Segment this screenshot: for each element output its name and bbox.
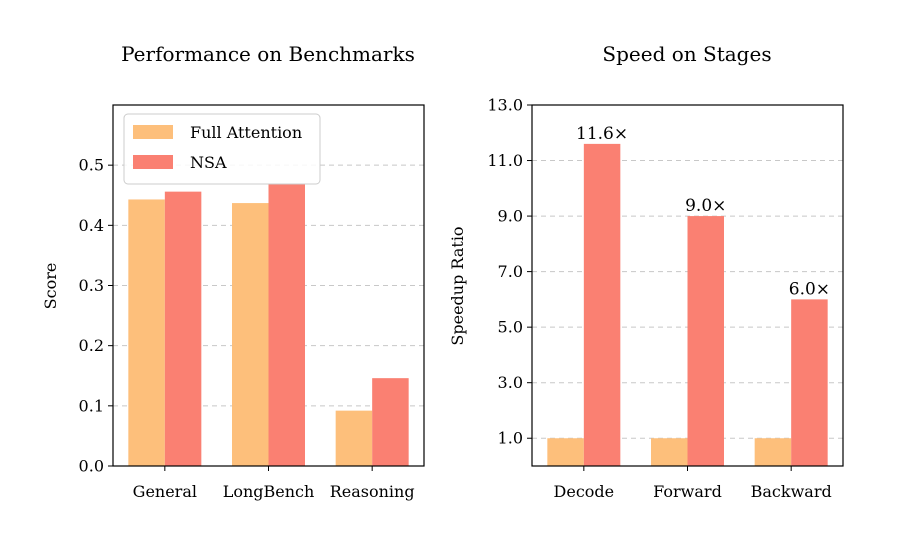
speed-y-ticks: 1.0 3.0 5.0 7.0 9.0 11.0 13.0 [487, 96, 532, 448]
y-tick-label: 3.0 [498, 373, 523, 392]
benchmark-y-ticks: 0.0 0.1 0.2 0.3 0.4 0.5 [79, 156, 113, 476]
bar-nsa-reasoning [372, 378, 409, 466]
y-tick-label: 0.5 [79, 156, 104, 175]
speed-chart: Speed on Stages Speedup Ratio 11.6× 9.0× 6… [448, 42, 844, 501]
y-tick-label: 11.0 [487, 151, 523, 170]
y-tick-label: 0.3 [79, 276, 104, 295]
legend-label-full-attention: Full Attention [190, 123, 302, 142]
speed-bars [547, 143, 828, 466]
bar-full-attention-general [128, 199, 165, 466]
benchmark-x-ticks: General LongBench Reasoning [133, 466, 415, 501]
y-tick-label: 0.4 [79, 216, 104, 235]
y-tick-label: 0.2 [79, 336, 104, 355]
benchmark-bars [128, 183, 409, 467]
x-tick-label: Backward [751, 482, 832, 501]
y-tick-label: 1.0 [498, 429, 523, 448]
bar-full-attention-longbench [232, 203, 269, 467]
benchmark-chart-title: Performance on Benchmarks [121, 42, 415, 66]
bar-full-attention-backward [754, 438, 792, 466]
benchmark-plot-frame [112, 104, 425, 467]
x-tick-label: General [133, 482, 197, 501]
speed-chart-title: Speed on Stages [602, 42, 771, 66]
speed-y-axis-label: Speedup Ratio [448, 226, 467, 345]
bar-nsa-forward [687, 216, 724, 466]
bar-nsa-backward [791, 299, 828, 466]
benchmark-y-axis-label: Score [41, 263, 60, 310]
y-tick-label: 13.0 [487, 96, 523, 115]
bar-full-attention-reasoning [335, 410, 373, 466]
benchmark-chart: Performance on Benchmarks Score 0.00.10.… [41, 42, 425, 501]
y-tick-label: 7.0 [498, 262, 523, 281]
speed-annotations: 11.6× 9.0× 6.0× [576, 124, 830, 300]
bar-nsa-longbench [268, 183, 305, 466]
speedup-annotation: 9.0× [685, 196, 726, 216]
y-tick-label: 9.0 [498, 207, 523, 226]
x-tick-label: LongBench [223, 482, 315, 501]
speedup-annotation: 6.0× [789, 279, 830, 299]
y-tick-label: 0.0 [79, 457, 104, 476]
speed-x-ticks: Decode Forward Backward [554, 466, 832, 501]
x-tick-label: Reasoning [330, 482, 415, 501]
x-tick-label: Decode [554, 482, 615, 501]
x-tick-label: Forward [653, 482, 722, 501]
bar-full-attention-decode [547, 438, 584, 466]
legend-label-nsa: NSA [190, 153, 227, 172]
bar-nsa-decode [583, 143, 621, 466]
speedup-annotation: 11.6× [576, 124, 628, 144]
legend-swatch-full-attention [133, 125, 173, 139]
y-tick-label: 5.0 [498, 318, 523, 337]
bar-nsa-general [164, 191, 202, 466]
legend: Full Attention NSA [123, 113, 321, 185]
y-tick-label: 0.1 [79, 396, 104, 415]
bar-full-attention-forward [651, 438, 688, 466]
legend-swatch-nsa [133, 155, 173, 169]
speed-plot-frame [531, 104, 844, 467]
